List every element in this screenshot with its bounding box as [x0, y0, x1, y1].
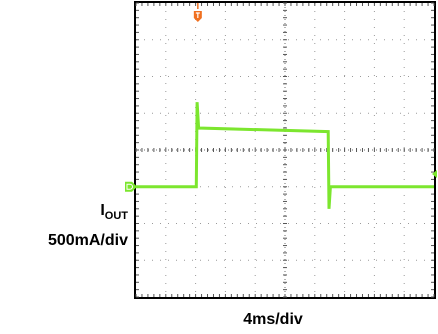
channel-ground-marker-glyph — [126, 183, 133, 190]
trace-layer — [136, 102, 434, 209]
channel-label: IOUT — [0, 202, 128, 225]
trace-current — [136, 102, 434, 209]
vertical-scale-label: 500mA/div — [47, 232, 128, 249]
time-scale-label: 4ms/div — [243, 311, 303, 328]
channel-markers — [125, 3, 437, 192]
trigger-level-arrow-icon — [432, 170, 437, 178]
channel-name: I — [100, 202, 105, 219]
channel-name-subscript: OUT — [104, 210, 128, 222]
graticule — [135, 2, 435, 298]
trigger-marker-glyph — [195, 12, 200, 18]
